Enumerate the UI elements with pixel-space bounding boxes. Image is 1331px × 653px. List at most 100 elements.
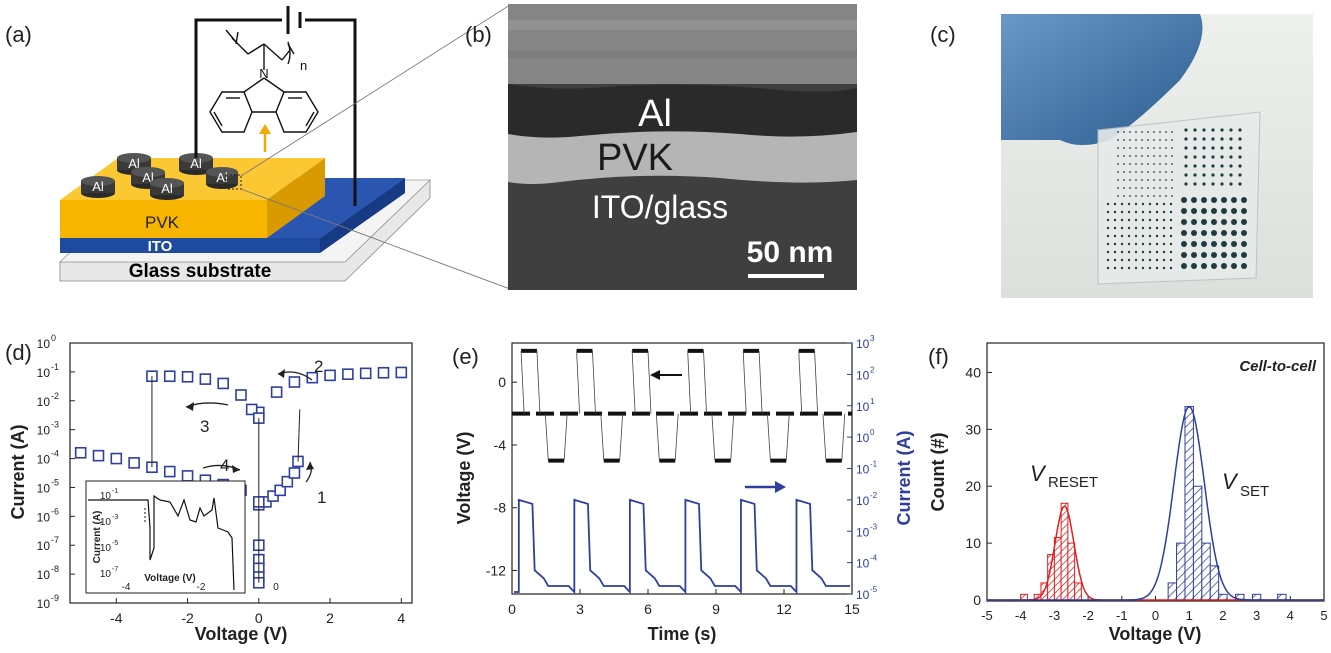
- electrode-dot: [1141, 155, 1143, 157]
- inset-x-tick-label: -2: [197, 582, 206, 593]
- panel-f-label: (f): [928, 344, 949, 369]
- data-point: [342, 368, 354, 381]
- electrode-dot: [1135, 147, 1137, 149]
- y-tick-right-exponent: -3: [870, 522, 878, 531]
- electrode-dot: [1162, 218, 1166, 222]
- electrode-dot: [1231, 263, 1237, 269]
- electrode-dot: [1193, 128, 1197, 132]
- electrode-dot: [1120, 226, 1124, 230]
- electrode-dot: [1141, 218, 1145, 222]
- pulse-edge: [576, 350, 580, 414]
- y-tick-exponent: -4: [51, 449, 59, 459]
- pulse-edge: [619, 413, 624, 461]
- electrode-dot: [1229, 173, 1233, 177]
- electrode-dot: [1129, 131, 1131, 133]
- voltage-trace: [512, 348, 852, 463]
- x-tick-label: -4: [110, 610, 123, 626]
- electrode-dot: [1155, 202, 1159, 206]
- electrode-dot: [1153, 187, 1155, 189]
- electrode-dot: [1141, 250, 1145, 254]
- electrode-dot: [1241, 219, 1247, 225]
- histogram-bar: [1218, 593, 1228, 601]
- electrode-dot: [1220, 173, 1224, 177]
- y-tick-label: 10: [37, 597, 51, 611]
- y-tick-right-label: 10: [856, 431, 870, 445]
- electrode-dot: [1165, 139, 1167, 141]
- electrode-dot: [1113, 226, 1117, 230]
- electrode-dot: [1141, 195, 1143, 197]
- pulse-edge: [703, 350, 707, 414]
- electrode-dot: [1211, 137, 1215, 141]
- ito-label: ITO: [148, 238, 173, 255]
- plot-d-frame: [69, 342, 413, 604]
- electrode-dot: [1221, 241, 1227, 247]
- y-tick-exponent: -8: [51, 564, 59, 574]
- electrode-dot: [1141, 163, 1143, 165]
- electrode-dot: [1120, 210, 1124, 214]
- tem-label-pvk: PVK: [597, 137, 673, 179]
- electrode-dot: [1220, 137, 1224, 141]
- x-tick-label: 3: [576, 601, 584, 617]
- electrode-dot: [1147, 163, 1149, 165]
- electrode-dot: [1129, 171, 1131, 173]
- electrode-dot: [1123, 155, 1125, 157]
- electrode-dot: [1241, 241, 1247, 247]
- y-tick-right-label: 10: [856, 494, 870, 508]
- panel-d: (d) 10 010 -110 -210 -310 -410 -510 -610 -710 -81…: [5, 333, 413, 644]
- electrode-dot: [1191, 197, 1197, 203]
- set-label-v: V: [1222, 469, 1239, 494]
- pvk-molecule-structure: [209, 29, 319, 133]
- electrode-dot: [1169, 226, 1173, 230]
- electrode-dot: [1162, 226, 1166, 230]
- y-tick-exponent: -5: [51, 477, 59, 487]
- x-tick-label: 3: [1253, 608, 1260, 623]
- x-tick-label: 1: [1186, 608, 1193, 623]
- electrode-dot: [1129, 139, 1131, 141]
- electrode-dot: [1184, 155, 1188, 159]
- electrode-dot: [1162, 266, 1166, 270]
- electrode-dot: [1211, 230, 1217, 236]
- electrode-dot: [1153, 171, 1155, 173]
- electrode-dot: [1134, 202, 1138, 206]
- electrode-dot: [1202, 182, 1206, 186]
- data-point: [270, 386, 283, 398]
- electrode-dot: [1120, 218, 1124, 222]
- electrode-dot: [1153, 147, 1155, 149]
- histogram-bar: [1060, 502, 1069, 601]
- electrode-dot: [1231, 241, 1237, 247]
- pvk-side-face: [267, 158, 325, 238]
- electrode-dot: [1221, 219, 1227, 225]
- electrode-dot: [1127, 242, 1131, 246]
- zoom-line-top: [240, 4, 511, 177]
- electrode-dot: [1117, 179, 1119, 181]
- reset-label-v: V: [1030, 461, 1047, 486]
- histogram-bar: [1201, 542, 1211, 601]
- electrode-dot: [1202, 128, 1206, 132]
- x-tick-label: 4: [397, 610, 405, 626]
- electrode-dot: [1120, 266, 1124, 270]
- y-tick-label: 30: [965, 421, 981, 437]
- electrode-dot: [1169, 258, 1173, 262]
- electrode-dot: [1181, 230, 1187, 236]
- scale-bar-label: 50 nm: [747, 236, 834, 269]
- histogram-bar: [1020, 593, 1028, 601]
- electrode-dot: [1106, 266, 1110, 270]
- electrode-dot: [1113, 266, 1117, 270]
- al-pad-label: Al: [161, 181, 173, 196]
- data-point: [324, 369, 336, 382]
- y-tick-label: 10: [37, 510, 51, 524]
- x-tick-label: 0: [508, 601, 516, 617]
- electrode-dot: [1135, 187, 1137, 189]
- electrode-dot: [1113, 242, 1117, 246]
- electrode-dot: [1147, 147, 1149, 149]
- electrode-dot: [1148, 210, 1152, 214]
- electrode-dot: [1221, 197, 1227, 203]
- electrode-dot: [1165, 179, 1167, 181]
- y-tick-right-label: 10: [856, 525, 870, 539]
- electrode-dot: [1162, 242, 1166, 246]
- electrode-dot: [1238, 146, 1242, 150]
- electrode-dot: [1202, 164, 1206, 168]
- electrode-dot: [1238, 155, 1242, 159]
- electrode-dot: [1127, 234, 1131, 238]
